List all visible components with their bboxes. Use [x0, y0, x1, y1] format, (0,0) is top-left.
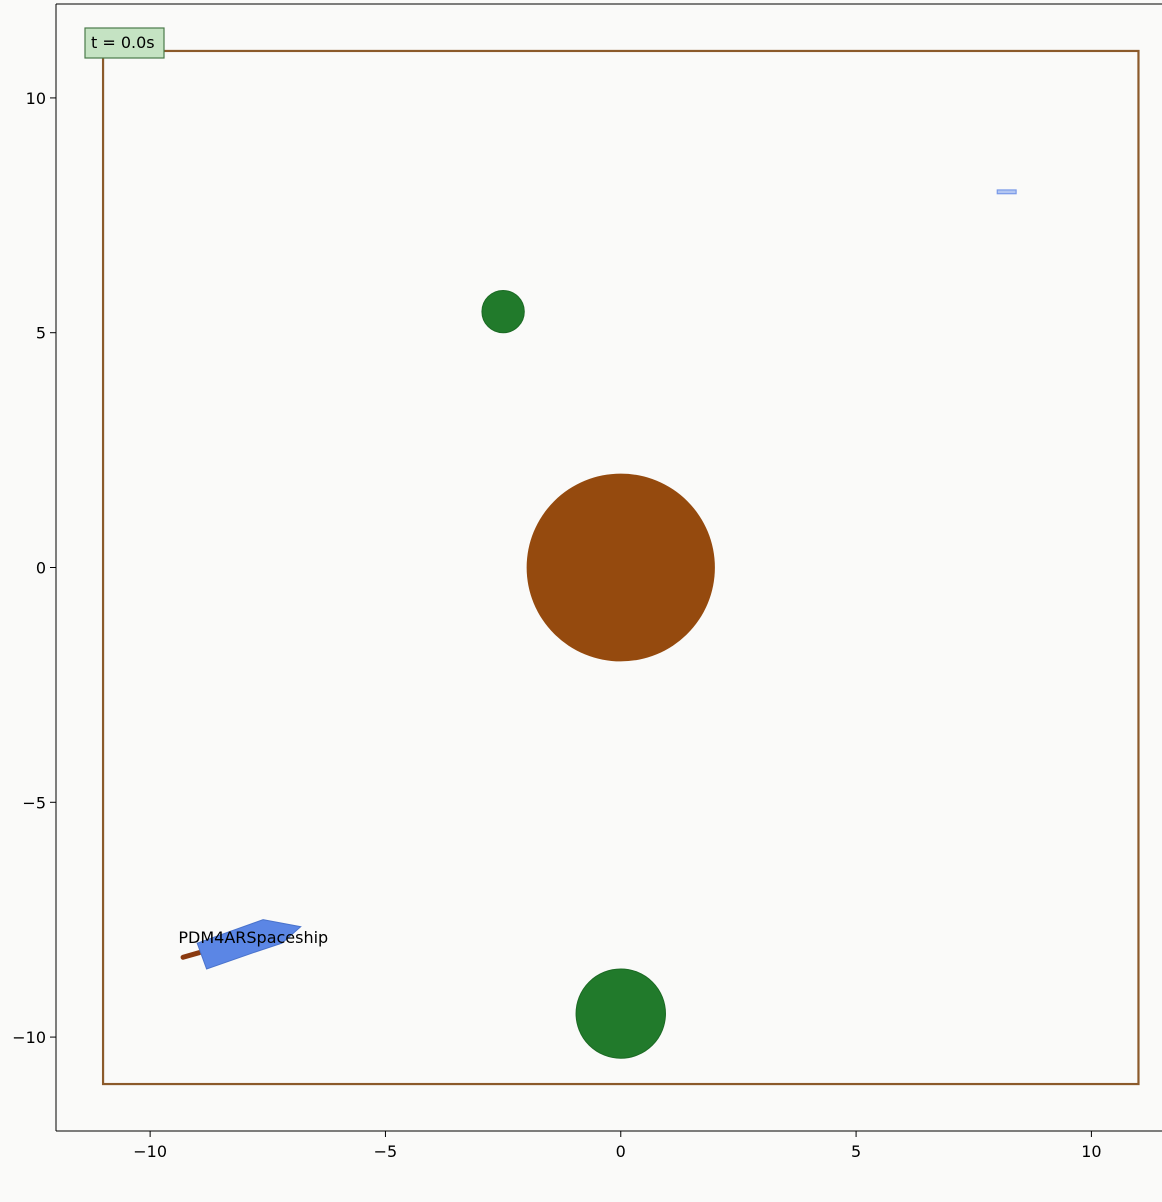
y-axis-ticks: 10 5 0 −5 −10 [12, 89, 56, 1047]
y-tick-label: −5 [22, 793, 46, 812]
x-tick-label: −10 [133, 1142, 167, 1161]
satellite-2 [575, 968, 666, 1059]
scene-objects: PDM4ARSpaceship [101, 49, 1140, 1086]
x-tick-label: 10 [1081, 1142, 1101, 1161]
y-tick-label: 0 [36, 559, 46, 578]
spaceship-hull [196, 919, 302, 970]
satellite-1 [481, 289, 525, 334]
boundary-rectangle [101, 49, 1140, 1086]
time-indicator-box [84, 27, 165, 59]
planet-1 [526, 473, 715, 662]
y-tick-label: 5 [36, 324, 46, 343]
y-tick-label: 10 [26, 89, 46, 108]
spaceship-thruster [180, 950, 203, 960]
x-tick-label: −5 [374, 1142, 398, 1161]
time-indicator-label: t = 0.0s [91, 33, 155, 52]
spaceship-label: PDM4ARSpaceship [178, 928, 328, 947]
x-tick-label: 5 [851, 1142, 861, 1161]
x-axis-ticks: −10 −5 0 5 10 [133, 1131, 1102, 1161]
y-tick-label: −10 [12, 1028, 46, 1047]
x-tick-label: 0 [616, 1142, 626, 1161]
time-indicator: t = 0.0s [84, 27, 165, 59]
goal-marker [996, 189, 1017, 195]
